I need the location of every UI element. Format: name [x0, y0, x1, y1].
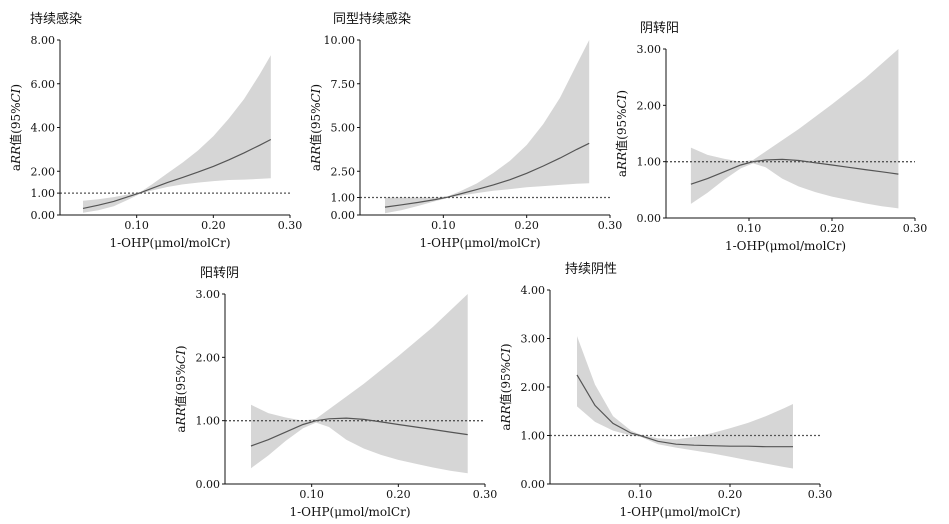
y-axis-label-part: RR — [174, 407, 188, 426]
confidence-band — [577, 336, 793, 469]
x-axis-label: 1-OHP(μmol/molCr) — [289, 505, 410, 519]
y-tick-label: 3.00 — [521, 333, 546, 346]
y-tick-label: 0.00 — [521, 478, 546, 491]
chart-title: 阳转阴 — [200, 266, 239, 281]
y-axis-label-part: 值(95% — [173, 364, 188, 407]
y-tick-label: 3.00 — [196, 288, 221, 301]
x-tick-label: 0.10 — [737, 222, 762, 235]
y-axis-label: aRR值(95%CI) — [8, 84, 23, 171]
x-tick-label: 0.30 — [808, 488, 833, 501]
y-axis-label-part: ) — [309, 84, 323, 89]
y-axis-label-part: a — [309, 164, 323, 171]
y-tick-label: 0.00 — [637, 212, 662, 225]
y-tick-label: 1.00 — [31, 187, 56, 200]
x-axis-label: 1-OHP(μmol/molCr) — [725, 239, 846, 253]
x-tick-label: 0.30 — [473, 488, 498, 501]
y-axis-label-part: 值(95% — [498, 362, 513, 405]
chart-panel-4: 阳转阴 0.00 1.00 2.00 3.00 0.10 0.20 0.30 1-OHP(μmo… — [173, 266, 497, 519]
confidence-band — [83, 55, 271, 213]
y-tick-label: 8.00 — [31, 34, 56, 47]
y-axis-label-part: ) — [9, 84, 23, 89]
x-tick-label: 0.30 — [903, 222, 928, 235]
y-tick-label: 6.00 — [31, 78, 56, 91]
y-axis-label-part: RR — [9, 146, 23, 165]
y-tick-label: 0.00 — [31, 209, 56, 222]
y-axis-label-part: RR — [309, 146, 323, 165]
y-tick-label: 4.00 — [521, 284, 546, 297]
y-axis-label: aRR值(95%CI) — [498, 343, 513, 430]
y-tick-label: 4.00 — [31, 122, 56, 135]
y-tick-label: 1.00 — [637, 156, 662, 169]
x-tick-label: 0.20 — [386, 488, 411, 501]
confidence-band — [690, 49, 899, 209]
chart-panel-2: 同型持续感染 0.00 1.00 2.50 5.00 7.50 10.00 0.10 0.20 0… — [308, 11, 622, 250]
x-tick-label: 0.20 — [201, 219, 226, 232]
x-tick-label: 0.10 — [431, 219, 456, 232]
x-axis-label: 1-OHP(μmol/molCr) — [109, 236, 230, 250]
y-axis-label-part: ) — [499, 343, 513, 348]
chart-panel-5: 持续阴性 0.00 1.00 2.00 3.00 4.00 0.10 0.20 0.30 1-OH… — [498, 262, 832, 519]
x-tick-label: 0.30 — [598, 219, 623, 232]
y-tick-label: 2.00 — [31, 165, 56, 178]
y-tick-label: 1.00 — [196, 415, 221, 428]
y-axis-label-part: RR — [499, 405, 513, 424]
y-axis-label-part: a — [9, 164, 23, 171]
chart-title: 持续阴性 — [565, 262, 617, 277]
y-axis-label-part: CI — [499, 348, 513, 362]
chart-panel-1: 持续感染 0.00 1.00 2.00 4.00 6.00 8.00 0.10 0.20 0.30… — [8, 11, 302, 250]
y-axis-label: aRR值(95%CI) — [308, 84, 323, 171]
y-axis-label-part: ) — [615, 90, 629, 95]
y-axis-label-part: a — [615, 170, 629, 177]
chart-title: 持续感染 — [30, 11, 82, 27]
y-tick-label: 1.00 — [521, 430, 546, 443]
y-tick-label: 7.50 — [331, 78, 356, 91]
confidence-band — [251, 294, 468, 474]
y-axis-label-part: CI — [174, 350, 188, 364]
y-tick-label: 3.00 — [637, 43, 662, 56]
estimate-curve — [250, 417, 468, 447]
chart-title: 阴转阳 — [640, 21, 679, 36]
y-axis-label-part: 值(95% — [308, 103, 323, 146]
y-axis-label-part: 值(95% — [8, 103, 23, 146]
chart-panel-3: 阴转阳 0.00 1.00 2.00 3.00 0.10 0.20 0.30 1-OHP(μmo… — [614, 21, 927, 253]
x-tick-label: 0.10 — [628, 488, 653, 501]
y-tick-label: 1.00 — [331, 192, 356, 205]
confidence-band — [385, 40, 590, 214]
y-axis-label-part: a — [499, 423, 513, 430]
x-tick-label: 0.20 — [718, 488, 743, 501]
x-tick-label: 0.30 — [278, 219, 303, 232]
y-axis-label: aRR值(95%CI) — [173, 345, 188, 432]
y-axis-label-part: CI — [9, 88, 23, 102]
x-tick-label: 0.10 — [124, 219, 149, 232]
chart-title: 同型持续感染 — [333, 11, 411, 27]
y-axis-label-part: CI — [615, 94, 629, 108]
x-tick-label: 0.20 — [820, 222, 845, 235]
y-axis-label: aRR值(95%CI) — [614, 90, 629, 177]
y-axis-label-part: a — [174, 425, 188, 432]
y-tick-label: 5.00 — [331, 122, 356, 135]
estimate-curve — [384, 142, 590, 208]
x-tick-label: 0.20 — [514, 219, 539, 232]
estimate-curve — [82, 138, 272, 209]
y-tick-label: 0.00 — [331, 209, 356, 222]
y-axis-label-part: ) — [174, 345, 188, 350]
estimate-curve — [576, 374, 793, 448]
y-tick-label: 2.00 — [196, 351, 221, 364]
x-tick-label: 0.10 — [299, 488, 324, 501]
y-tick-label: 2.50 — [331, 165, 356, 178]
x-axis-label: 1-OHP(μmol/molCr) — [419, 236, 540, 250]
y-tick-label: 0.00 — [196, 478, 221, 491]
y-tick-label: 2.00 — [637, 99, 662, 112]
estimate-curve — [690, 158, 899, 185]
y-tick-label: 2.00 — [521, 381, 546, 394]
y-axis-label-part: CI — [309, 88, 323, 102]
y-axis-label-part: 值(95% — [614, 109, 629, 152]
y-tick-label: 10.00 — [324, 34, 356, 47]
y-axis-label-part: RR — [615, 152, 629, 171]
x-axis-label: 1-OHP(μmol/molCr) — [619, 505, 740, 519]
